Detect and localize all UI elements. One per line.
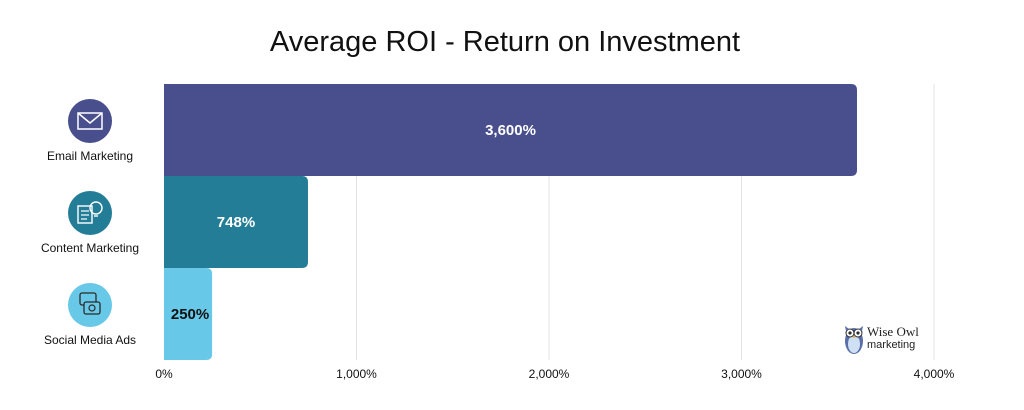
wise-owl-logo: Wise Owl marketing (843, 322, 953, 358)
social-chat-icon (68, 283, 112, 327)
logo-text-wise-owl: Wise Owl (867, 324, 919, 339)
bar-value-label: 3,600% (485, 122, 536, 139)
category-labels: Email Marketing Content Marketing Social M… (41, 99, 139, 347)
category-label: Email Marketing (47, 149, 133, 163)
bar (164, 268, 213, 360)
x-axis-ticks: 0% 1,000% 2,000% 3,000% 4,000% (155, 367, 954, 381)
x-tick-label: 3,000% (721, 367, 762, 381)
x-tick-label: 1,000% (336, 367, 377, 381)
x-tick-label: 4,000% (914, 367, 955, 381)
bar (164, 176, 308, 268)
category-label: Content Marketing (41, 241, 139, 255)
bars (164, 84, 857, 360)
chart-title: Average ROI - Return on Investment (269, 26, 741, 58)
x-tick-label: 2,000% (529, 367, 570, 381)
lightbulb-document-icon (68, 191, 112, 235)
data-labels: 3,600% 748% 250% (171, 122, 536, 323)
logo-text-marketing: marketing (867, 339, 916, 351)
bar (164, 84, 857, 176)
category-label: Social Media Ads (44, 333, 136, 347)
bar-value-label: 250% (171, 306, 209, 323)
envelope-icon (68, 99, 112, 143)
bar-value-label: 748% (217, 214, 255, 231)
x-tick-label: 0% (155, 367, 173, 381)
owl-icon (845, 326, 863, 354)
